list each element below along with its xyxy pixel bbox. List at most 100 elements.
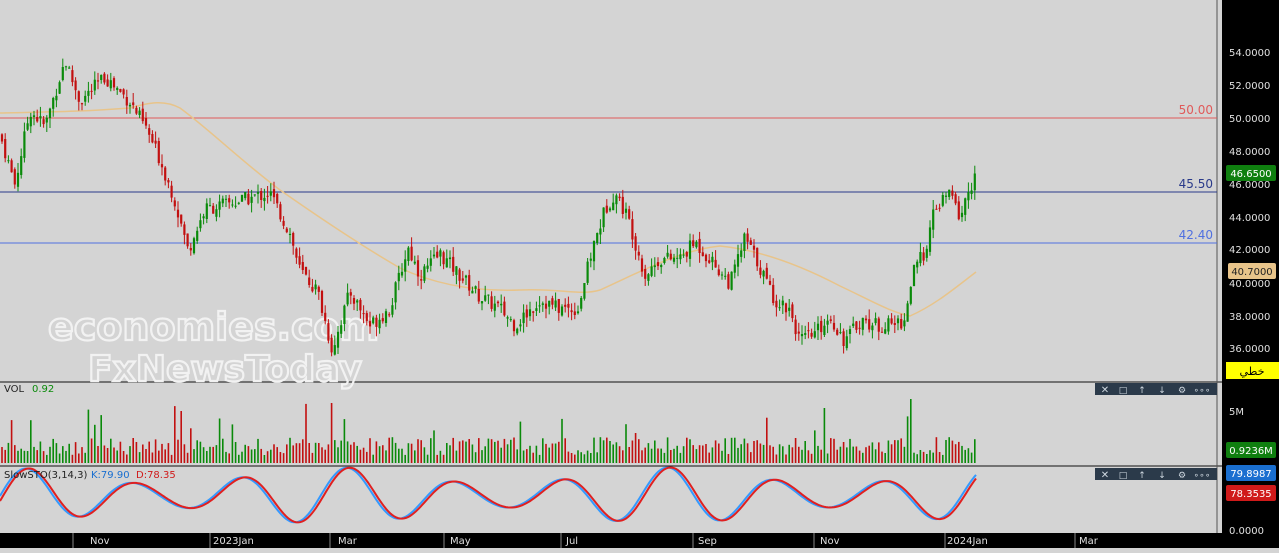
candle-body <box>64 66 68 68</box>
close-icon[interactable]: ✕ <box>1101 470 1109 481</box>
candle-body <box>208 205 212 207</box>
candle-body <box>727 274 730 289</box>
candle-body <box>823 325 826 335</box>
volume-bar <box>385 450 387 463</box>
candle-body <box>903 320 906 327</box>
arrow-down-icon[interactable]: ↓ <box>1158 471 1166 481</box>
volume-bar <box>577 450 579 463</box>
candle-body <box>512 320 516 332</box>
volume-bar <box>295 443 298 463</box>
candle-body <box>688 240 692 259</box>
candle-body <box>151 134 154 143</box>
volume-bar <box>734 437 736 463</box>
candle-body <box>772 284 775 303</box>
volume-bar <box>865 447 867 463</box>
candle-body <box>282 220 285 226</box>
candle-body <box>119 89 122 92</box>
volume-bar <box>174 406 176 463</box>
volume-bar <box>622 450 624 463</box>
window-icon[interactable]: □ <box>1119 386 1128 396</box>
more-icon[interactable]: ∘∘∘ <box>1194 471 1211 481</box>
candle-body <box>256 192 260 194</box>
candle-body <box>423 266 426 281</box>
settings-icon[interactable]: ⚙ <box>1178 386 1186 396</box>
close-icon[interactable]: ✕ <box>1101 385 1109 396</box>
candle-body <box>624 208 628 213</box>
candle-body <box>551 298 554 305</box>
arrow-up-icon[interactable]: ↑ <box>1138 386 1146 396</box>
candle-body <box>90 90 93 92</box>
candle-body <box>112 78 116 88</box>
volume-bar <box>862 452 864 463</box>
candle-body <box>212 205 215 214</box>
volume-bar <box>919 450 922 463</box>
volume-bar <box>567 451 570 463</box>
volume-bar <box>154 439 157 463</box>
candle-body <box>183 224 186 235</box>
candle-body <box>404 259 407 272</box>
arrow-down-icon[interactable]: ↓ <box>1158 386 1166 396</box>
candle-body <box>231 204 234 206</box>
candle-body <box>122 89 125 95</box>
candle-body <box>180 214 183 224</box>
candle-body <box>554 300 557 308</box>
candle-body <box>381 318 384 322</box>
volume-bar <box>922 451 925 463</box>
candle-body <box>525 309 528 318</box>
time-label: 2023Jan <box>213 536 254 547</box>
volume-bar <box>798 446 800 463</box>
volume-bar <box>586 450 589 463</box>
volume-bar <box>929 450 931 463</box>
candle-body <box>967 192 970 201</box>
candle-body <box>519 324 522 327</box>
candle-body <box>439 250 442 257</box>
candle-body <box>900 319 903 329</box>
volume-bar <box>954 444 957 463</box>
candle-body <box>685 252 688 257</box>
candle-body <box>871 325 874 331</box>
watermark-line2: FxNewsToday <box>88 349 362 390</box>
candle-body <box>544 303 548 309</box>
window-icon[interactable]: □ <box>1119 471 1128 481</box>
candle-body <box>244 192 247 199</box>
candle-body <box>477 289 480 302</box>
candle-body <box>698 238 701 253</box>
candle-body <box>778 307 781 309</box>
volume-bar <box>788 444 790 463</box>
volume-bar <box>932 452 934 463</box>
candle-body <box>298 256 301 265</box>
volume-bar <box>887 440 890 463</box>
candle-body <box>330 337 333 353</box>
volume-bar <box>417 439 419 463</box>
candle-body <box>868 319 871 330</box>
volume-bar <box>378 446 381 463</box>
line-tool-button[interactable] <box>1226 362 1279 379</box>
volume-bar <box>561 418 563 463</box>
candle-body <box>388 314 391 316</box>
volume-bar <box>506 444 509 463</box>
candle-body <box>93 79 96 91</box>
volume-bar <box>167 443 170 463</box>
volume-bar <box>126 454 128 463</box>
candle-body <box>71 70 74 83</box>
volume-bar <box>414 450 416 463</box>
arrow-up-icon[interactable]: ↑ <box>1138 471 1146 481</box>
candle-body <box>589 258 592 261</box>
level-label-50: 50.00 <box>1179 103 1213 117</box>
volume-bar <box>23 450 26 463</box>
volume-bar <box>372 454 374 463</box>
candle-body <box>349 292 352 296</box>
more-icon[interactable]: ∘∘∘ <box>1194 386 1211 396</box>
volume-bar <box>890 444 893 463</box>
volume-bar <box>423 447 426 463</box>
volume-bar <box>442 454 445 463</box>
volume-bar <box>305 403 307 463</box>
candle-body <box>669 253 672 260</box>
price-tick: 40.0000 <box>1229 279 1270 290</box>
candle-body <box>506 317 509 319</box>
volume-bar <box>839 446 842 463</box>
candle-body <box>807 330 810 332</box>
settings-icon[interactable]: ⚙ <box>1178 471 1186 481</box>
price-tick: 44.0000 <box>1229 213 1270 224</box>
volume-bar <box>46 454 48 463</box>
